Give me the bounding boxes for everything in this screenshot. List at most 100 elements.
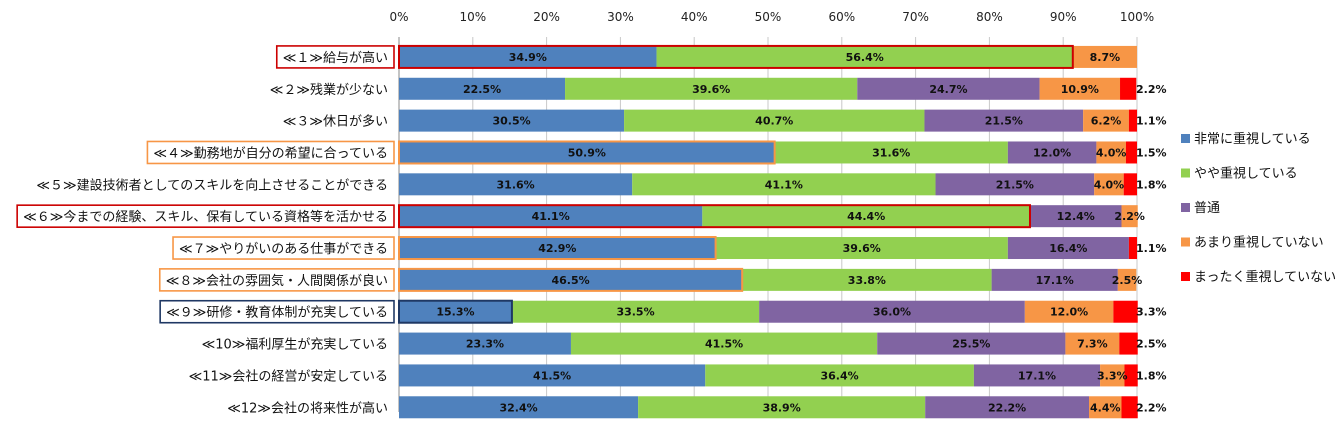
data-label: 4.4% (1090, 401, 1121, 414)
x-axis-tick-labels: 0% 10% 20% 30% 40% 50% 60% 70% 80% 90% 100% (389, 10, 1154, 24)
data-label: 1.8% (1136, 369, 1167, 382)
data-label: 3.3% (1097, 369, 1128, 382)
bar-segment (1121, 396, 1138, 419)
bar-segment (1125, 141, 1137, 164)
data-label: 3.3% (1136, 306, 1167, 319)
bar-segment (632, 173, 936, 196)
bar-segment (399, 300, 512, 323)
category-label: ≪１≫給与が高い (283, 50, 388, 66)
legend-swatch (1181, 272, 1190, 281)
data-labels: 34.9% 56.4% 8.7% 22.5% 39.6% 24.7% 10.9% 2.2% 30… (436, 51, 1166, 414)
category-highlight-frame (146, 140, 395, 165)
data-label: 2.2% (1114, 210, 1145, 223)
data-label: 41.1% (765, 178, 803, 191)
x-tick-label: 20% (533, 10, 560, 24)
category-label: ≪５≫建設技術者としてのスキルを向上させることができる (36, 177, 388, 193)
bar-segment (399, 396, 639, 419)
bar-segment (1039, 77, 1121, 100)
data-label: 4.0% (1094, 178, 1125, 191)
data-label: 41.1% (532, 210, 570, 223)
bar-segment (1094, 173, 1124, 196)
bar-segment (705, 364, 974, 387)
x-tick-label: 10% (459, 10, 486, 24)
data-label: 12.4% (1057, 210, 1095, 223)
bar-highlight-frame (398, 267, 744, 292)
bar-segment (399, 205, 703, 228)
data-label: 39.6% (692, 83, 730, 96)
bar-segment (1113, 300, 1138, 323)
bar-segment (1128, 109, 1137, 132)
bar-segment (1096, 141, 1126, 164)
data-label: 50.9% (568, 146, 606, 159)
bar-highlight-frame (398, 44, 1074, 69)
data-label: 15.3% (436, 306, 474, 319)
bar-highlight-frame (398, 299, 513, 324)
data-label: 24.7% (929, 83, 967, 96)
data-label: 21.5% (985, 115, 1023, 128)
category-label: ≪４≫勤務地が自分の希望に合っている (153, 145, 388, 161)
bar-segment (715, 237, 1008, 260)
bar-segment (399, 332, 571, 355)
bar-segment (1007, 237, 1129, 260)
legend-swatch (1181, 168, 1190, 178)
data-label: 8.7% (1090, 51, 1121, 64)
bar-highlight-frame (398, 204, 1031, 229)
bar-segment (1121, 205, 1138, 228)
data-label: 7.3% (1077, 338, 1108, 351)
data-label: 36.4% (821, 369, 859, 382)
data-label: 2.5% (1112, 274, 1143, 287)
bar-segment (1083, 109, 1129, 132)
legend-label: あまり重視していない (1194, 235, 1324, 251)
data-label: 44.4% (847, 210, 885, 223)
category-highlight-frame (172, 236, 395, 260)
bar-segment (1117, 268, 1137, 291)
bar-segment (624, 109, 925, 132)
legend-label: やや重視している (1194, 166, 1298, 182)
bar-segment (925, 396, 1090, 419)
x-tick-label: 30% (607, 10, 634, 24)
data-label: 12.0% (1050, 306, 1088, 319)
x-tick-label: 90% (1050, 10, 1077, 24)
x-tick-label: 50% (755, 10, 782, 24)
bar-segment (399, 268, 743, 291)
bar-segment (565, 77, 858, 100)
x-tick-label: 100% (1120, 10, 1154, 24)
legend-swatch (1181, 134, 1190, 143)
bar-segment (399, 364, 706, 387)
bar-segment (1128, 237, 1137, 260)
bar-segment (399, 141, 775, 164)
data-label: 16.4% (1049, 242, 1087, 255)
bar-segment (877, 332, 1066, 355)
bar-segment (1029, 205, 1122, 228)
data-label: 36.0% (873, 306, 911, 319)
category-highlight-frame (158, 268, 395, 292)
data-label: 33.5% (616, 306, 654, 319)
bar-segment (399, 237, 716, 260)
data-label: 1.1% (1136, 242, 1167, 255)
data-label: 32.4% (499, 401, 537, 414)
bar-segment (656, 45, 1073, 68)
bar-segment (774, 141, 1008, 164)
bar-segment (399, 109, 625, 132)
category-labels: ≪１≫給与が高い ≪２≫残業が少ない ≪３≫休日が多い ≪４≫勤務地が自分の希望に合っ… (16, 45, 395, 416)
data-label: 4.0% (1096, 146, 1127, 159)
category-label: ≪６≫今までの経験、スキル、保有している資格等を活かせる (23, 209, 388, 225)
data-label: 6.2% (1091, 115, 1122, 128)
data-label: 10.9% (1061, 83, 1099, 96)
bar-segment (702, 205, 1030, 228)
data-label: 34.9% (509, 51, 547, 64)
bar-segment (935, 173, 1095, 196)
category-label: ≪９≫研修・教育体制が充実している (166, 305, 388, 321)
bar-segment (1007, 141, 1097, 164)
category-label: ≪11≫会社の経営が安定している (189, 368, 388, 384)
bar-segment (1089, 396, 1122, 419)
x-tick-label: 60% (828, 10, 855, 24)
bar-segment (511, 300, 760, 323)
data-label: 25.5% (952, 338, 990, 351)
data-label: 46.5% (551, 274, 589, 287)
data-label: 2.2% (1136, 401, 1167, 414)
category-highlight-frame (159, 299, 395, 324)
bar-segment (638, 396, 926, 419)
